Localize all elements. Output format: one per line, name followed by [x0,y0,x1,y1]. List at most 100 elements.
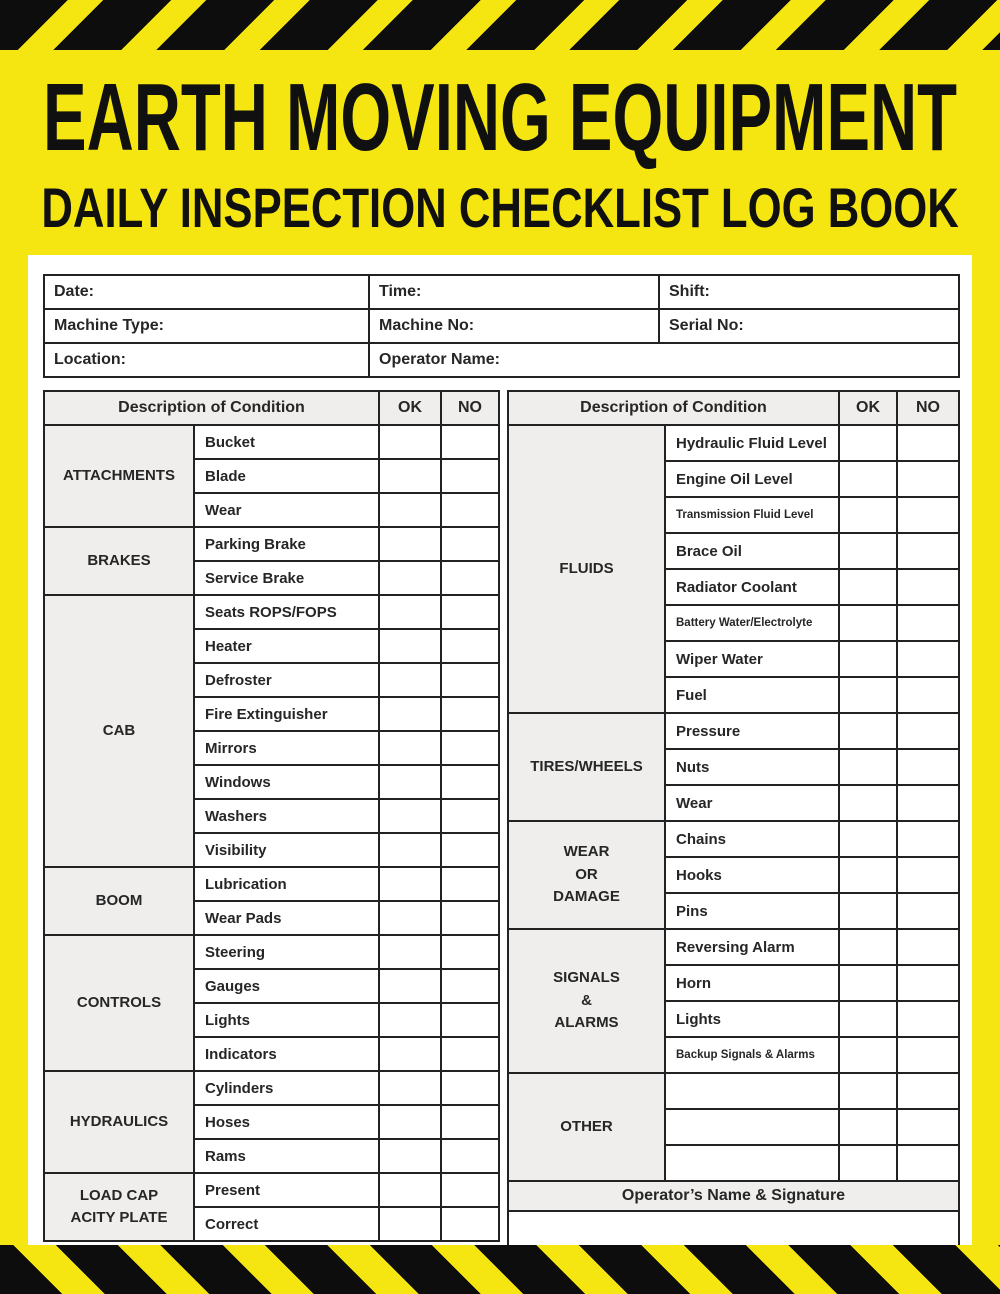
no-cell [896,604,960,642]
table-row: Washers [44,798,500,834]
ok-cell [838,1036,898,1074]
info-field-cell: Machine Type: [43,308,370,344]
table-row: FLUIDS Hydraulic Fluid Level [507,424,960,714]
item-label-cell [664,1072,840,1110]
ok-cell [378,424,442,460]
info-field-cell: Location: [43,342,370,378]
table-row: Engine Oil Level [508,460,960,498]
no-cell [440,1070,500,1106]
table-row: Brace Oil [508,532,960,570]
item-label-cell [664,1144,840,1182]
category-cell: OTHER [507,1072,666,1182]
item-label-cell: Horn [664,964,840,1002]
table-row: Wiper Water [508,640,960,678]
ok-cell [378,526,442,562]
table-row: Heater [44,628,500,664]
item-label-cell: Windows [193,764,380,800]
no-cell [440,594,500,630]
no-cell [440,424,500,460]
item-label-cell: Mirrors [193,730,380,766]
ok-cell [838,856,898,894]
table-row: HYDRAULICS Cylinders [43,1070,500,1174]
no-cell [440,492,500,528]
item-label-cell: Hydraulic Fluid Level [664,424,840,462]
no-cell [440,832,500,868]
table-row: SIGNALS & ALARMS Reversing Alarm [507,928,960,1074]
ok-cell [838,1108,898,1146]
ok-cell [838,676,898,714]
ok-cell [838,424,898,462]
no-cell [896,928,960,966]
item-label-cell: Indicators [193,1036,380,1072]
no-cell [896,676,960,714]
table-row: Mirrors [44,730,500,766]
table-row: Visibility [44,832,500,868]
table-row: BOOM Lubrication [43,866,500,936]
ok-cell [378,832,442,868]
item-label-cell: Chains [664,820,840,858]
footer-empty-row [507,1210,960,1248]
table-row: Horn [508,964,960,1002]
no-cell [896,1072,960,1110]
no-cell [440,628,500,664]
no-cell [896,640,960,678]
item-label-cell: Hooks [664,856,840,894]
header-row: Description of Condition OK NO [507,390,960,426]
ok-cell [838,640,898,678]
footer-bar-row: Operator’s Name & Signature [507,1180,960,1212]
item-label-cell: Battery Water/Electrolyte [664,604,840,642]
ok-cell [838,1144,898,1182]
item-label-cell: Seats ROPS/FOPS [193,594,380,630]
info-field-cell: Machine No: [368,308,660,344]
ok-cell [378,968,442,1004]
item-label-cell: Correct [193,1206,380,1242]
table-row: Service Brake [44,560,500,596]
ok-cell [838,712,898,750]
ok-cell [378,628,442,664]
table-row: Radiator Coolant [508,568,960,606]
table-row: Fuel [508,676,960,714]
info-field-cell: Time: [368,274,660,310]
header-ok-cell: OK [378,390,442,426]
ok-cell [838,928,898,966]
item-label-cell: Radiator Coolant [664,568,840,606]
item-label-cell [664,1108,840,1146]
category-cell: CAB [43,594,195,868]
category-cell: BOOM [43,866,195,936]
ok-cell [838,1072,898,1110]
table-row: Gauges [44,968,500,1004]
info-field-cell: Serial No: [658,308,960,344]
table-row: Windows [44,764,500,800]
no-cell [440,1036,500,1072]
no-cell [440,1172,500,1208]
table-row: LOAD CAP ACITY PLATE Present [43,1172,500,1242]
item-label-cell: Rams [193,1138,380,1174]
item-label-cell: Service Brake [193,560,380,596]
item-label-cell: Lubrication [193,866,380,902]
item-label-cell: Wiper Water [664,640,840,678]
item-label-cell: Blade [193,458,380,494]
no-cell [440,900,500,936]
item-label-cell: Pins [664,892,840,930]
category-cell: CONTROLS [43,934,195,1072]
checklist-table-left: Description of Condition OK NO ATTACHMENTS B… [43,390,500,1242]
info-field-cell: Operator Name: [368,342,960,378]
ok-cell [378,934,442,970]
item-label-cell: Pressure [664,712,840,750]
no-cell [896,460,960,498]
info-row: Machine Type: Machine No: Serial No: [43,308,960,344]
no-cell [440,730,500,766]
no-cell [440,458,500,494]
ok-cell [838,892,898,930]
title-block: EARTH MOVING EQUIPMENT DAILY INSPECTION … [0,50,1000,255]
item-label-cell: Fire Extinguisher [193,696,380,732]
table-row [508,1144,960,1182]
ok-cell [838,532,898,570]
ok-cell [378,900,442,936]
no-cell [896,856,960,894]
item-label-cell: Fuel [664,676,840,714]
no-cell [440,1002,500,1038]
category-cell: ATTACHMENTS [43,424,195,528]
table-row: Nuts [508,748,960,786]
table-row: Indicators [44,1036,500,1072]
